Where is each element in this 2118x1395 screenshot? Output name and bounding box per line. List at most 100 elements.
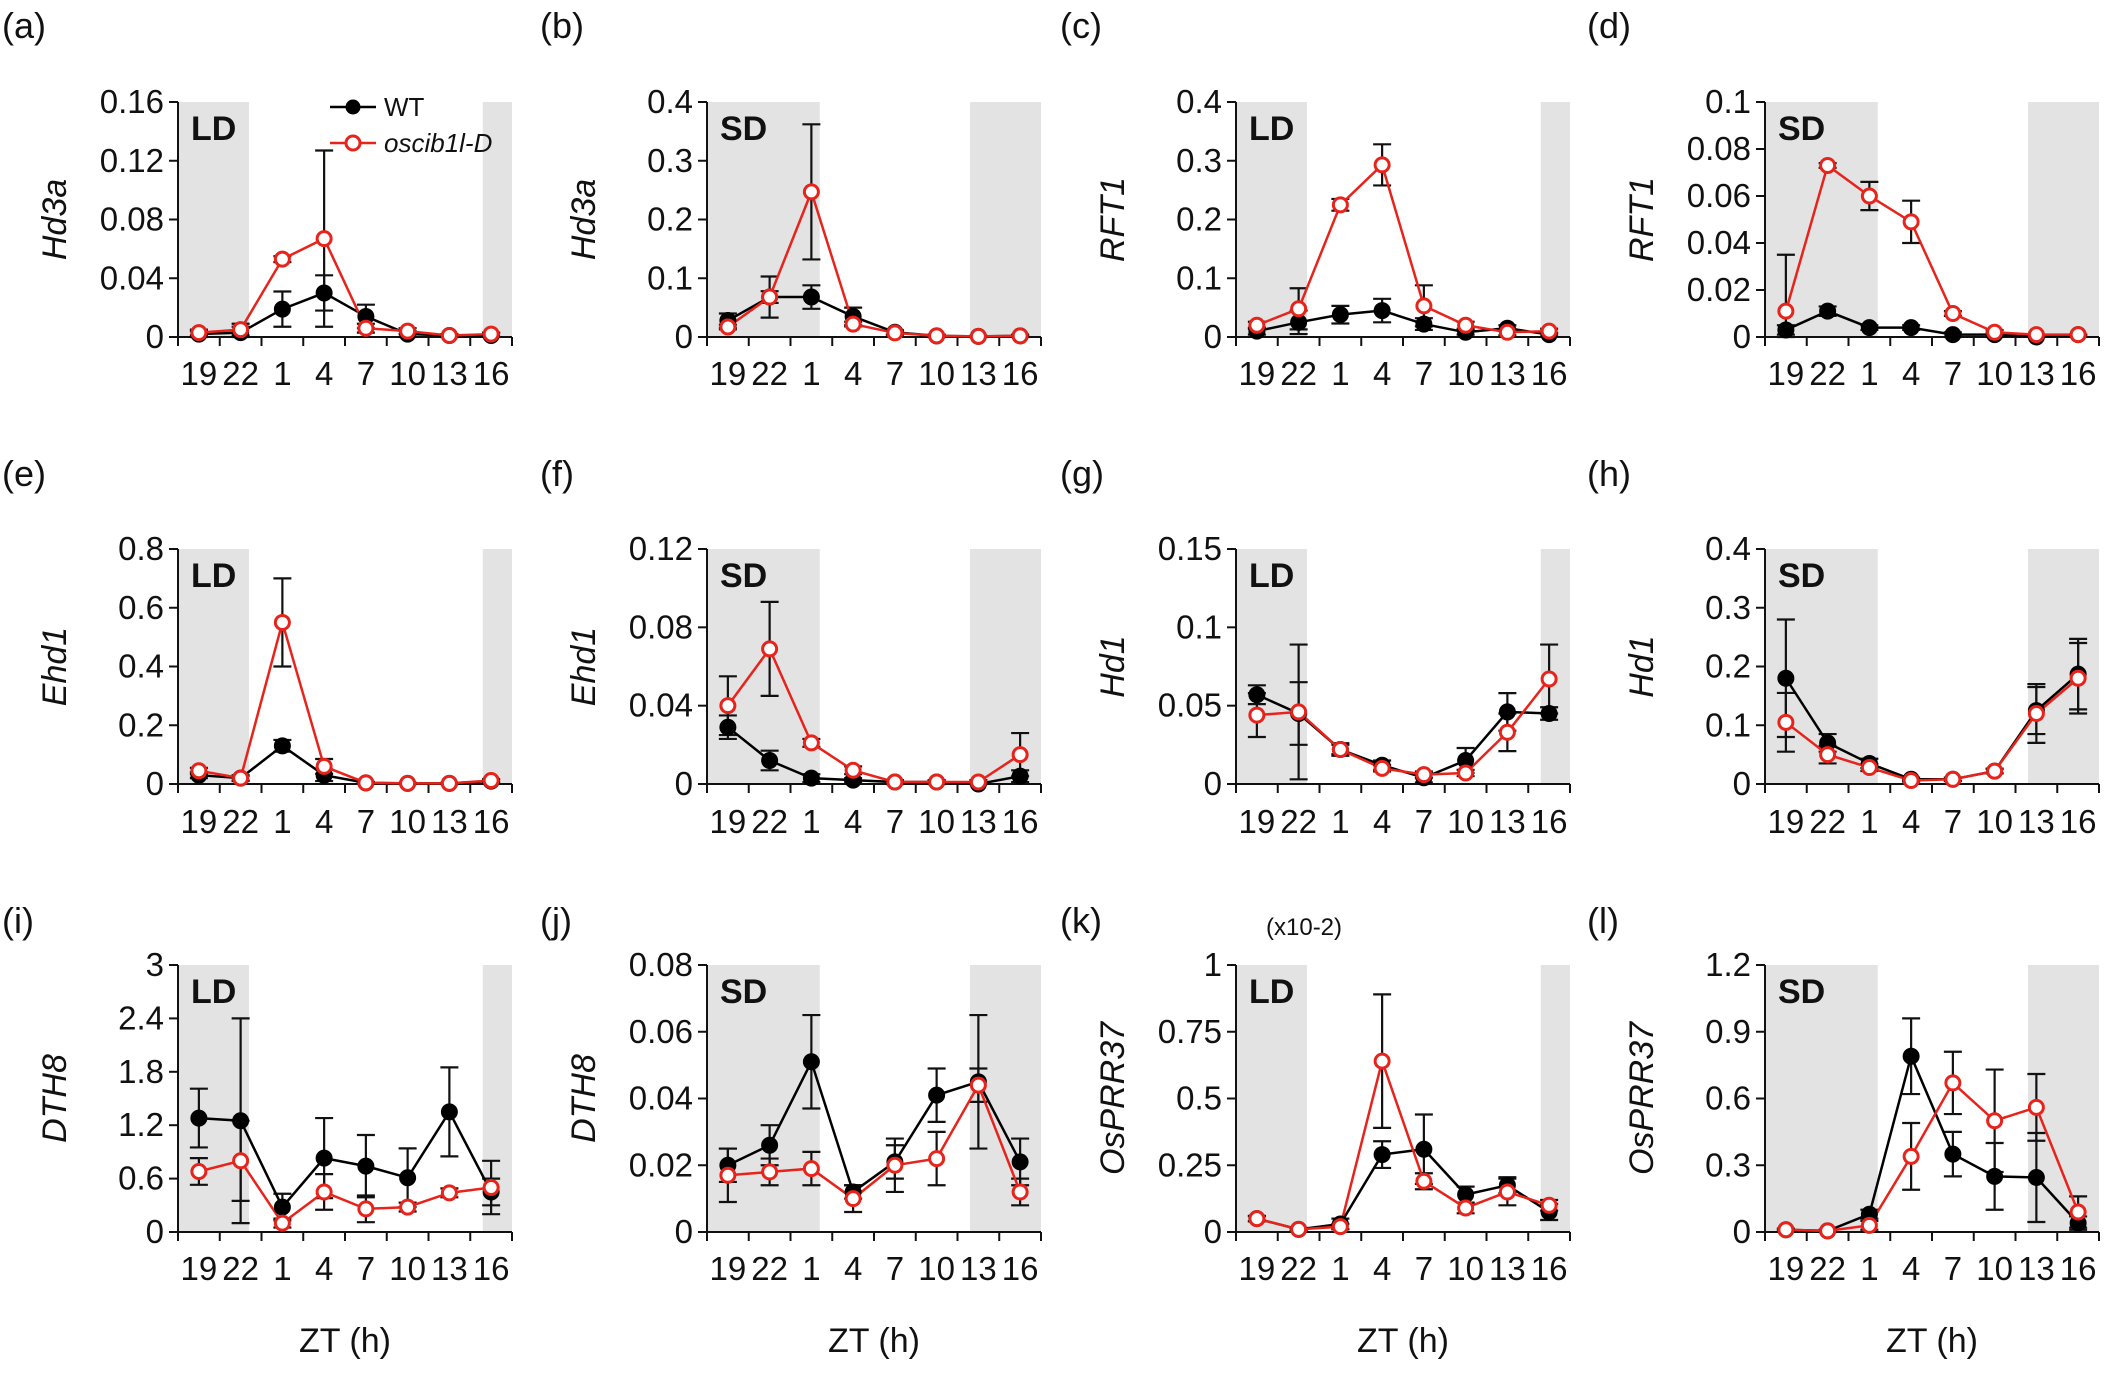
mutant-data-point xyxy=(2069,1203,2087,1221)
mutant-data-point xyxy=(928,1150,946,1168)
x-tick-label: 1 xyxy=(802,355,820,392)
mutant-data-point xyxy=(1777,302,1795,320)
wt-data-point xyxy=(2027,1168,2045,1186)
y-tick-label: 0.6 xyxy=(118,589,164,626)
legend-wt-marker xyxy=(345,99,361,115)
x-tick-label: 22 xyxy=(1280,803,1317,840)
wt-data-point xyxy=(1986,1167,2004,1185)
y-axis-label: Ehd1 xyxy=(36,627,74,706)
mutant-data-point xyxy=(315,230,333,248)
mutant-data-point xyxy=(482,1179,500,1196)
x-tick-label: 19 xyxy=(1768,1250,1805,1287)
x-tick-label: 19 xyxy=(181,803,218,840)
wt-data-point xyxy=(1944,1145,1962,1163)
y-tick-label: 0 xyxy=(675,318,693,355)
y-tick-label: 0.08 xyxy=(100,201,164,238)
mutant-data-point xyxy=(1944,770,1962,788)
y-tick-label: 0.04 xyxy=(100,259,164,296)
legend: WT oscib1l-D xyxy=(330,92,492,158)
x-tick-label: 22 xyxy=(751,355,788,392)
y-tick-label: 0.08 xyxy=(1687,130,1751,167)
panel-f: (f) 0 0.04 0.08 0.12 Ehd1 19 22 1 4 7 10 13 16 SD xyxy=(540,453,1042,840)
y-tick-label: 0 xyxy=(675,765,693,802)
wt-data-point xyxy=(802,769,820,787)
dark-period-shading xyxy=(178,102,249,337)
dark-period-shading xyxy=(707,549,820,784)
panel-e: (e) 0 0.2 0.4 0.6 0.8 Ehd1 19 22 1 4 7 10 13 16 LD xyxy=(2,453,513,840)
wt-data-point xyxy=(232,1112,250,1130)
x-tick-label: 22 xyxy=(751,1250,788,1287)
mutant-data-point xyxy=(399,1198,417,1216)
mutant-data-point xyxy=(1944,1074,1962,1092)
y-tick-label: 0.2 xyxy=(1705,648,1751,685)
mutant-data-point xyxy=(969,327,987,345)
mutant-data-point xyxy=(844,761,862,779)
panel-label: (h) xyxy=(1587,453,1631,494)
mutant-data-point xyxy=(761,288,779,306)
x-tick-label: 13 xyxy=(960,1250,997,1287)
wt-data-point xyxy=(1902,1047,1920,1065)
dark-period-shading xyxy=(2028,965,2099,1232)
mutant-data-point xyxy=(1373,1052,1391,1070)
x-tick-label: 13 xyxy=(431,803,468,840)
mutant-data-point xyxy=(190,1162,208,1180)
x-tick-label: 16 xyxy=(2060,803,2097,840)
mutant-data-point xyxy=(1944,305,1962,322)
mutant-data-point xyxy=(1331,1218,1349,1236)
x-tick-label: 13 xyxy=(960,803,997,840)
y-tick-label: 0 xyxy=(1204,765,1222,802)
x-axis-label: ZT (h) xyxy=(828,1322,920,1360)
y-tick-label: 0.04 xyxy=(629,1080,693,1117)
wt-data-point xyxy=(802,1053,820,1071)
dark-period-shading xyxy=(970,549,1041,784)
mutant-data-point xyxy=(1540,670,1558,688)
x-tick-label: 22 xyxy=(1280,355,1317,392)
x-tick-label: 4 xyxy=(1902,803,1920,840)
mutant-data-point xyxy=(761,640,779,658)
mutant-data-point xyxy=(2069,669,2087,687)
x-tick-label: 19 xyxy=(1239,1250,1276,1287)
panel-i: (i) 0 0.6 1.2 1.8 2.4 3 DTH8 19 22 1 4 7 10 13 16 ZT (h)… xyxy=(2,900,513,1360)
x-tick-label: 16 xyxy=(473,355,510,392)
x-tick-label: 10 xyxy=(389,355,426,392)
x-tick-label: 10 xyxy=(918,803,955,840)
dark-period-shading xyxy=(482,549,512,784)
x-tick-label: 10 xyxy=(1976,803,2013,840)
panel-label: (d) xyxy=(1587,5,1631,46)
panel-label: (k) xyxy=(1060,900,1102,941)
wt-data-point xyxy=(928,1086,946,1104)
y-tick-label: 0 xyxy=(1733,318,1751,355)
x-tick-label: 1 xyxy=(802,803,820,840)
mutant-data-point xyxy=(440,1184,458,1202)
y-axis-label: Hd3a xyxy=(36,179,74,260)
y-tick-label: 0 xyxy=(146,765,164,802)
y-axis-label: Ehd1 xyxy=(565,627,603,706)
panel-label: (i) xyxy=(2,900,34,941)
mutant-data-point xyxy=(1373,156,1391,174)
condition-label: SD xyxy=(1778,110,1825,148)
mutant-data-point xyxy=(1498,723,1516,741)
y-tick-label: 0.2 xyxy=(118,706,164,743)
mutant-data-point xyxy=(232,321,250,339)
mutant-data-point xyxy=(1415,297,1433,315)
y-tick-label: 0.02 xyxy=(1687,271,1751,308)
x-tick-label: 4 xyxy=(844,803,862,840)
mutant-data-point xyxy=(1540,1196,1558,1214)
mutant-data-point xyxy=(399,322,417,340)
mutant-data-point xyxy=(1777,1221,1795,1239)
dark-period-shading xyxy=(970,965,1041,1232)
x-tick-label: 4 xyxy=(1902,1250,1920,1287)
mutant-data-point xyxy=(969,1076,987,1094)
y-tick-label: 0.25 xyxy=(1158,1146,1222,1183)
mutant-data-point xyxy=(886,1156,904,1174)
x-tick-label: 19 xyxy=(1239,355,1276,392)
panel-label: (b) xyxy=(540,5,584,46)
y-tick-label: 0.8 xyxy=(118,530,164,567)
x-tick-label: 22 xyxy=(222,1250,259,1287)
y-tick-label: 0.4 xyxy=(1176,83,1222,120)
wt-data-point xyxy=(190,1109,208,1127)
y-tick-label: 1.2 xyxy=(118,1106,164,1143)
dark-period-shading xyxy=(178,965,249,1232)
